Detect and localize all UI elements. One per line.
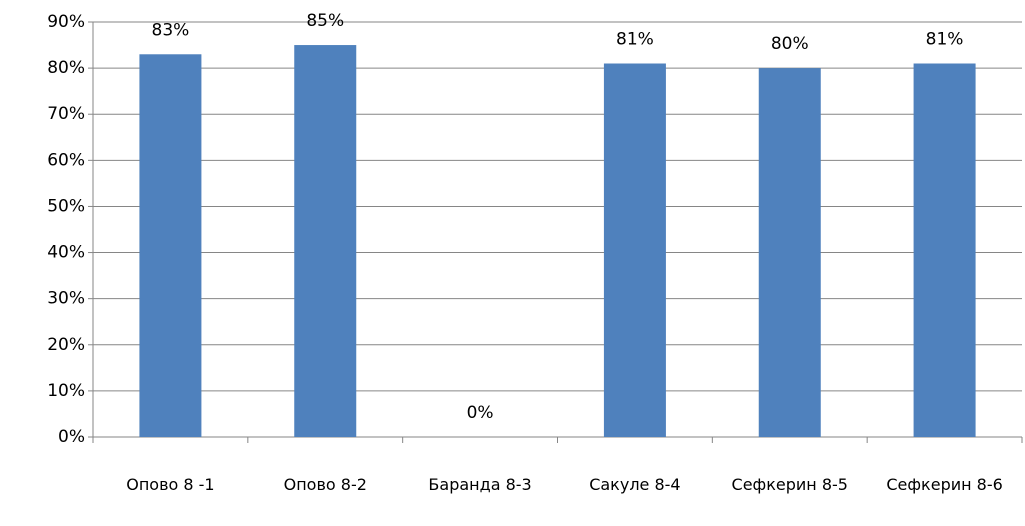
y-tick-label: 90% [47,12,85,32]
x-tick-label: Опово 8-2 [283,475,367,494]
data-label: 81% [926,30,964,50]
y-tick-label: 50% [47,196,85,216]
data-label: 0% [467,403,494,423]
x-tick-label: Сакуле 8-4 [589,475,681,494]
x-tick-label: Баранда 8-3 [428,475,532,494]
data-label: 81% [616,30,654,50]
data-label: 83% [152,20,190,40]
bar [139,54,202,438]
x-tick-label: Сефкерин 8-6 [886,475,1003,494]
y-tick-label: 10% [47,381,85,401]
y-tick-label: 40% [47,243,85,263]
bar [758,68,821,437]
y-tick-label: 0% [58,427,85,447]
y-tick-label: 60% [47,150,85,170]
bar [913,63,976,437]
y-tick-label: 80% [47,58,85,78]
x-tick-label: Сефкерин 8-5 [731,475,848,494]
x-tick-label: Опово 8 -1 [126,475,215,494]
data-label: 85% [306,11,344,31]
y-tick-label: 30% [47,289,85,309]
bar [603,63,666,437]
y-tick-label: 70% [47,104,85,124]
y-tick-label: 20% [47,335,85,355]
data-label: 80% [771,34,809,54]
bar [294,45,357,438]
